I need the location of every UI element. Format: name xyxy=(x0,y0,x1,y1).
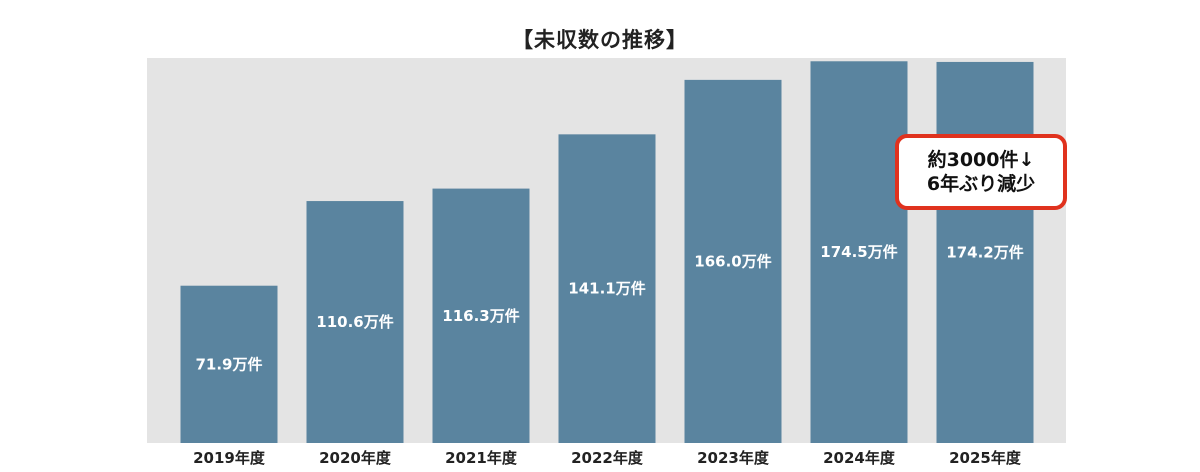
bar-2021年度 xyxy=(432,188,530,443)
bar-2024年度 xyxy=(810,61,908,443)
x-tick-label: 2025年度 xyxy=(949,449,1022,467)
bar-2020年度 xyxy=(306,201,404,443)
bars-layer xyxy=(180,61,1034,443)
x-tick-labels-layer: 2019年度 2020年度 2021年度 2022年度 2023年度 2024年度 2025… xyxy=(193,449,1022,467)
chart-title: 【未収数の推移】 xyxy=(512,28,688,52)
bar-2023年度 xyxy=(684,79,782,443)
x-tick-label: 2022年度 xyxy=(571,449,644,467)
bar-value-label: 174.2万件 xyxy=(946,243,1023,261)
bar-2025年度 xyxy=(936,61,1034,443)
x-tick-label: 2021年度 xyxy=(445,449,518,467)
x-tick-label: 2024年度 xyxy=(823,449,896,467)
x-tick-label: 2020年度 xyxy=(319,449,392,467)
bar-value-label: 110.6万件 xyxy=(316,313,393,331)
x-tick-label: 2023年度 xyxy=(697,449,770,467)
bar-2022年度 xyxy=(558,134,656,443)
bar-value-label: 141.1万件 xyxy=(568,280,645,298)
bar-2019年度 xyxy=(180,285,278,443)
bar-labels-layer: 71.9万件 110.6万件 116.3万件 141.1万件 166.0万件 174.5万… xyxy=(195,243,1023,373)
annotation-line-2: 6年ぶり減少 xyxy=(926,173,1036,195)
annotation-callout: 約3000件↓ 6年ぶり減少 xyxy=(895,134,1067,210)
annotation-line-1: 約3000件↓ xyxy=(927,149,1035,171)
bar-value-label: 116.3万件 xyxy=(442,307,519,325)
bar-value-label: 174.5万件 xyxy=(820,243,897,261)
bar-value-label: 166.0万件 xyxy=(694,252,771,270)
bar-value-label: 71.9万件 xyxy=(195,355,262,373)
x-tick-label: 2019年度 xyxy=(193,449,266,467)
